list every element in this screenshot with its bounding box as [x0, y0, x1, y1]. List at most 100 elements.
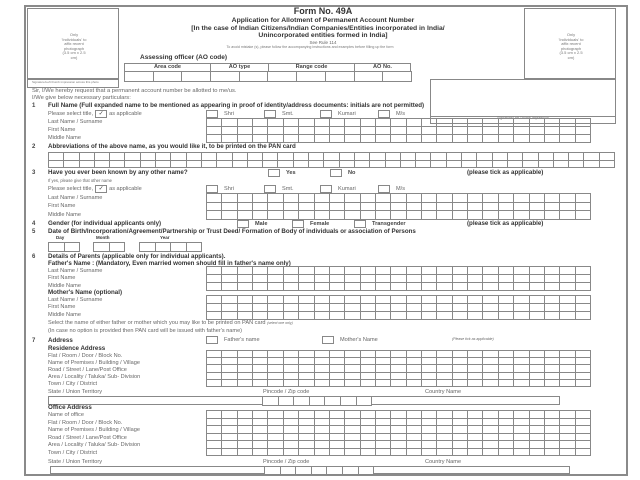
input-cell[interactable]	[492, 160, 508, 168]
input-cell[interactable]	[452, 283, 469, 291]
input-cell[interactable]	[452, 202, 469, 211]
input-cell[interactable]	[452, 448, 469, 456]
input-cell[interactable]	[529, 267, 545, 275]
input-cell[interactable]	[468, 304, 484, 312]
input-cell[interactable]	[406, 351, 423, 359]
input-cell[interactable]	[247, 153, 264, 161]
input-cell[interactable]	[406, 127, 423, 135]
input-cell[interactable]	[468, 119, 484, 127]
input-cell[interactable]	[222, 441, 238, 449]
input-cell[interactable]	[94, 153, 111, 161]
input-cell[interactable]	[237, 441, 254, 449]
input-cell[interactable]	[498, 426, 515, 434]
input-cell[interactable]	[375, 426, 392, 434]
input-cell[interactable]	[538, 153, 554, 161]
input-cell[interactable]	[360, 379, 376, 387]
input-cell[interactable]	[431, 153, 447, 161]
input-cell[interactable]	[345, 433, 361, 441]
input-cell[interactable]	[329, 304, 346, 312]
input-cell[interactable]	[283, 267, 300, 275]
input-cell[interactable]	[498, 296, 515, 304]
input-cell[interactable]	[437, 372, 453, 380]
input-cell[interactable]	[560, 275, 576, 283]
input-cell[interactable]	[253, 202, 269, 211]
input-cell[interactable]	[416, 160, 432, 168]
input-cell[interactable]	[416, 153, 432, 161]
input-cell[interactable]	[253, 275, 269, 283]
input-cell[interactable]	[370, 160, 386, 168]
input-cell[interactable]	[544, 296, 561, 304]
input-cell[interactable]	[437, 312, 453, 320]
input-cell[interactable]	[360, 426, 376, 434]
input-cell[interactable]	[329, 365, 346, 373]
input-cell[interactable]	[375, 441, 392, 449]
input-cell[interactable]	[329, 351, 346, 359]
input-cell[interactable]	[422, 433, 438, 441]
input-cell[interactable]	[207, 312, 223, 320]
input-cell[interactable]	[375, 358, 392, 366]
input-cell[interactable]	[452, 418, 469, 426]
input-cell[interactable]	[207, 119, 223, 127]
input-cell[interactable]	[468, 194, 484, 203]
input-cell[interactable]	[207, 441, 223, 449]
input-cell[interactable]	[406, 211, 423, 220]
input-cell[interactable]	[327, 467, 343, 475]
input-cell[interactable]	[422, 135, 438, 143]
input-cell[interactable]	[299, 448, 315, 456]
input-cell[interactable]	[207, 304, 223, 312]
input-cell[interactable]	[360, 275, 376, 283]
input-cell[interactable]	[529, 304, 545, 312]
input-cell[interactable]	[575, 275, 591, 283]
input-cell[interactable]	[253, 426, 269, 434]
input-cell[interactable]	[222, 372, 238, 380]
input-cell[interactable]	[575, 358, 591, 366]
input-cell[interactable]	[360, 365, 376, 373]
other-title-kumari[interactable]: Kumari	[320, 185, 356, 193]
input-cell[interactable]	[560, 304, 576, 312]
input-cell[interactable]	[207, 418, 223, 426]
input-cell[interactable]	[294, 397, 310, 406]
input-cell[interactable]	[156, 160, 172, 168]
gender-male[interactable]: Male	[237, 220, 267, 228]
input-cell[interactable]	[237, 127, 254, 135]
input-cell[interactable]	[498, 433, 515, 441]
input-cell[interactable]	[329, 358, 346, 366]
input-cell[interactable]	[483, 358, 499, 366]
input-cell[interactable]	[253, 211, 269, 220]
input-cell[interactable]	[437, 448, 453, 456]
input-cell[interactable]	[253, 448, 269, 456]
other-title-ms[interactable]: M/s	[378, 185, 405, 193]
input-cell[interactable]	[239, 72, 269, 82]
input-cell[interactable]	[339, 160, 355, 168]
input-cell[interactable]	[538, 160, 554, 168]
input-cell[interactable]	[283, 358, 300, 366]
input-cell[interactable]	[268, 372, 284, 380]
office-pincode-boxes[interactable]	[264, 466, 375, 475]
input-cell[interactable]	[575, 426, 591, 434]
input-cell[interactable]	[391, 283, 407, 291]
input-cell[interactable]	[498, 119, 515, 127]
input-cell[interactable]	[529, 372, 545, 380]
input-cell[interactable]	[345, 135, 361, 143]
input-cell[interactable]	[468, 418, 484, 426]
mother-name-grid[interactable]	[206, 295, 591, 320]
input-cell[interactable]	[483, 351, 499, 359]
input-cell[interactable]	[297, 72, 326, 82]
input-cell[interactable]	[468, 296, 484, 304]
input-cell[interactable]	[560, 433, 576, 441]
input-cell[interactable]	[560, 448, 576, 456]
input-cell[interactable]	[207, 275, 223, 283]
input-cell[interactable]	[237, 358, 254, 366]
input-cell[interactable]	[345, 351, 361, 359]
input-cell[interactable]	[422, 351, 438, 359]
input-cell[interactable]	[283, 304, 300, 312]
input-cell[interactable]	[207, 127, 223, 135]
input-cell[interactable]	[360, 267, 376, 275]
input-cell[interactable]	[452, 296, 469, 304]
input-cell[interactable]	[232, 153, 248, 161]
input-cell[interactable]	[360, 351, 376, 359]
input-cell[interactable]	[207, 433, 223, 441]
input-cell[interactable]	[498, 448, 515, 456]
input-cell[interactable]	[283, 351, 300, 359]
input-cell[interactable]	[325, 72, 355, 82]
